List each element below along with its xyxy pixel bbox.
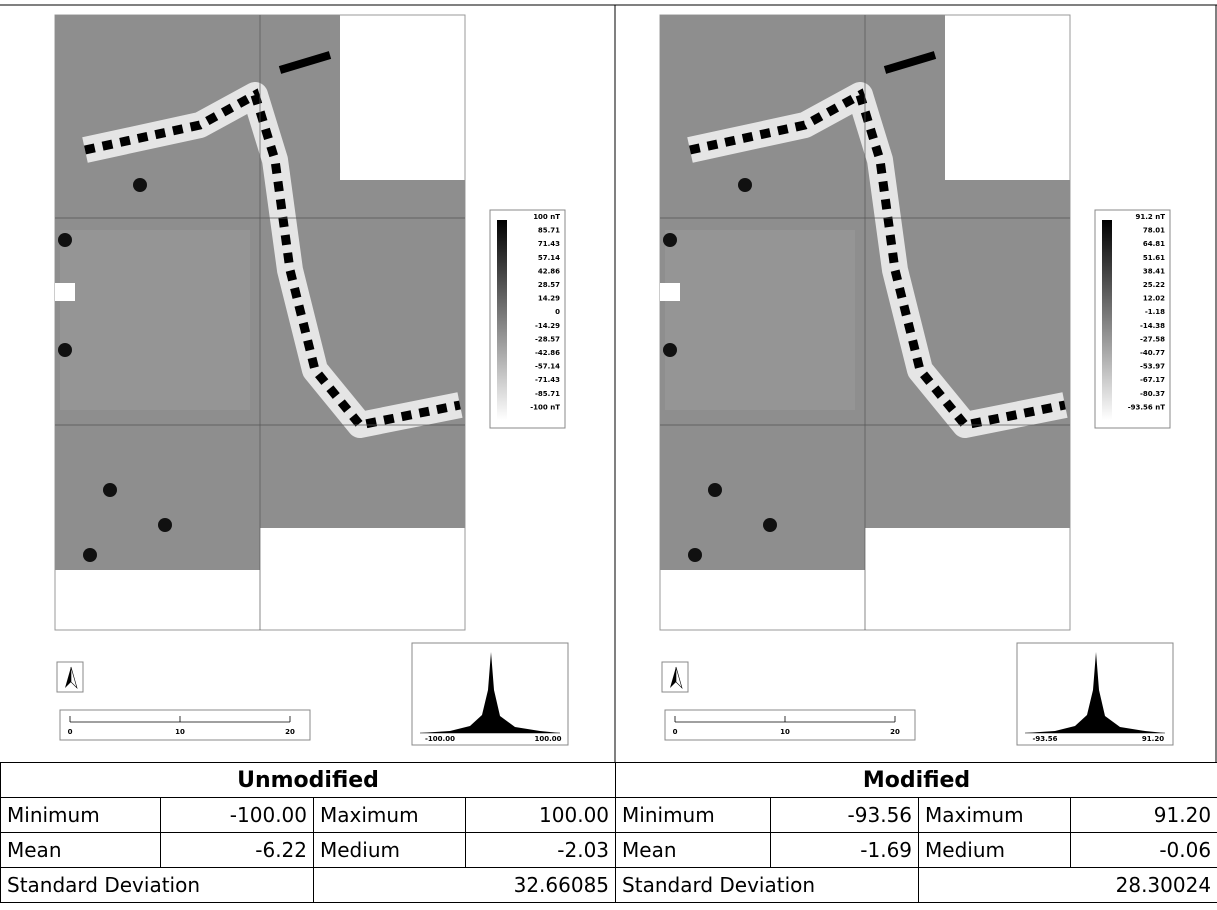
anomaly-spot xyxy=(58,233,72,247)
legend-label: 25.22 xyxy=(1143,281,1165,289)
scale-label: 20 xyxy=(890,728,900,736)
scale-label: 10 xyxy=(175,728,185,736)
scale-label: 0 xyxy=(673,728,678,736)
legend-label: -85.71 xyxy=(535,390,560,398)
cell: Medium xyxy=(313,832,466,868)
cell: -1.69 xyxy=(770,832,920,868)
cell: Standard Deviation xyxy=(615,867,920,903)
histogram-label: -100.00 xyxy=(425,735,455,743)
legend-label: 51.61 xyxy=(1143,254,1165,262)
cell: 32.66085 xyxy=(312,867,617,903)
legend-label: 42.86 xyxy=(538,267,560,275)
cell: -100.00 xyxy=(160,797,314,833)
legend-label: -93.56 nT xyxy=(1128,403,1165,411)
anomaly-spot xyxy=(58,343,72,357)
histogram xyxy=(420,652,560,733)
legend-label: 14.29 xyxy=(538,295,560,303)
scale-label: 10 xyxy=(780,728,790,736)
anomaly xyxy=(84,88,461,430)
anomaly-spot xyxy=(663,233,677,247)
legend-label: -1.18 xyxy=(1145,308,1165,316)
legend-label: -42.86 xyxy=(535,349,560,357)
legend-label: -57.14 xyxy=(535,363,560,371)
legend-label: -71.43 xyxy=(535,376,560,384)
north-arrow xyxy=(670,667,676,688)
cell: Minimum xyxy=(0,797,161,833)
cell: Maximum xyxy=(313,797,466,833)
legend-label: 12.02 xyxy=(1143,295,1165,303)
legend-bar xyxy=(1102,220,1112,420)
scale-label: 0 xyxy=(68,728,73,736)
anomaly-spot xyxy=(83,548,97,562)
legend-label: 64.81 xyxy=(1143,240,1165,248)
cell: -93.56 xyxy=(770,797,920,833)
cell: Standard Deviation xyxy=(0,867,314,903)
legend-label: -67.17 xyxy=(1140,376,1165,384)
gap xyxy=(660,283,680,301)
scale-box xyxy=(59,709,311,741)
figure: 100 nT 85.71 71.43 57.14 42.86 28.57 14.29 0 -14… xyxy=(0,4,1217,762)
anomaly-spot xyxy=(663,343,677,357)
anomaly xyxy=(883,51,937,74)
cell: -6.22 xyxy=(160,832,314,868)
legend-label: -80.37 xyxy=(1140,390,1165,398)
anomaly-spot xyxy=(103,483,117,497)
cell: -0.06 xyxy=(1070,832,1217,868)
histogram-label: 100.00 xyxy=(534,735,561,743)
cell: 28.30024 xyxy=(918,867,1217,903)
anomaly xyxy=(278,51,332,74)
legend-label: 38.41 xyxy=(1143,267,1165,275)
cell: Medium xyxy=(918,832,1072,868)
header: Modified xyxy=(615,762,1217,798)
anomaly-spot xyxy=(133,178,147,192)
legend-label: -100 nT xyxy=(530,403,560,411)
north-arrow xyxy=(675,666,683,690)
anomaly-spot xyxy=(763,518,777,532)
legend-label: 57.14 xyxy=(538,254,560,262)
scale-box xyxy=(664,709,916,741)
legend-label: -40.77 xyxy=(1140,349,1165,357)
legend-label: 91.2 nT xyxy=(1136,213,1166,221)
legend-label: -14.29 xyxy=(535,322,560,330)
cell: Maximum xyxy=(918,797,1072,833)
legend-label: -27.58 xyxy=(1140,335,1165,343)
legend-label: 71.43 xyxy=(538,240,560,248)
cell: Minimum xyxy=(615,797,772,833)
cell: 100.00 xyxy=(464,797,617,833)
legend-bar xyxy=(497,220,507,420)
anomaly-spot xyxy=(738,178,752,192)
legend-label: -14.38 xyxy=(1140,322,1165,330)
legend-label: 28.57 xyxy=(538,281,560,289)
header: Unmodified xyxy=(0,762,617,798)
scale-label: 20 xyxy=(285,728,295,736)
anomaly-spot xyxy=(158,518,172,532)
cell: Mean xyxy=(615,832,772,868)
texture xyxy=(60,230,250,410)
legend-label: 85.71 xyxy=(538,227,560,235)
legend-label: -53.97 xyxy=(1140,363,1165,371)
histogram xyxy=(1025,652,1165,733)
texture xyxy=(665,230,855,410)
cell: 91.20 xyxy=(1070,797,1217,833)
legend-label: 100 nT xyxy=(533,213,560,221)
gap xyxy=(55,283,75,301)
north-arrow xyxy=(70,666,78,690)
stats-table: Unmodified Modified Minimum -100.00 Maxim… xyxy=(0,762,1217,903)
cell: Mean xyxy=(0,832,161,868)
anomaly-spot xyxy=(688,548,702,562)
anomaly-spot xyxy=(708,483,722,497)
anomaly xyxy=(689,88,1066,430)
legend-label: -28.57 xyxy=(535,335,560,343)
cell: -2.03 xyxy=(464,832,617,868)
legend-label: 0 xyxy=(555,308,560,316)
legend-label: 78.01 xyxy=(1143,227,1165,235)
histogram-label: -93.56 xyxy=(1032,735,1057,743)
histogram-label: 91.20 xyxy=(1142,735,1164,743)
north-arrow xyxy=(65,667,71,688)
